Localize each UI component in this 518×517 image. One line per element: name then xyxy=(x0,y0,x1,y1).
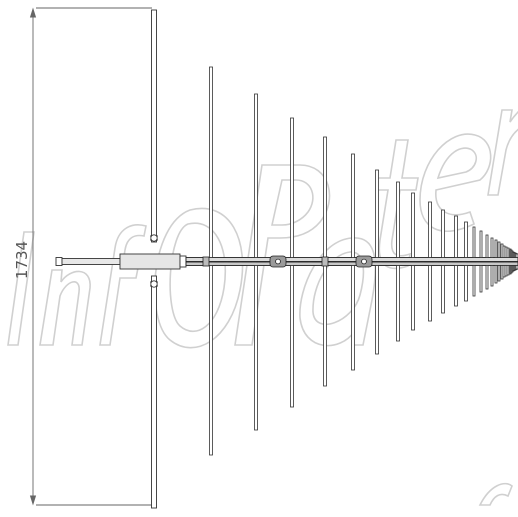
dipole-element-lower xyxy=(397,266,400,342)
dipole-element-upper xyxy=(429,202,432,258)
dipole-element-upper xyxy=(255,94,258,258)
dipole-element-lower xyxy=(429,266,432,322)
dipole-element-lower xyxy=(491,266,493,287)
dipole-element-upper xyxy=(376,170,379,258)
dipole-element-upper xyxy=(473,227,475,258)
dipole-element-upper xyxy=(486,235,488,258)
dipole-element-lower xyxy=(291,266,294,408)
dipole-element-lower xyxy=(210,266,213,456)
dipole-element-lower xyxy=(480,266,482,293)
dipole-element-lower xyxy=(486,266,488,290)
dimension-label: 1734 xyxy=(13,241,31,279)
dipole-element-upper xyxy=(210,67,213,258)
dipole-element-upper xyxy=(324,137,327,258)
dipole-element-upper xyxy=(465,222,468,258)
dipole-element-lower xyxy=(442,266,445,314)
dipole-element-upper xyxy=(291,118,294,258)
dipole-element-lower xyxy=(455,266,458,307)
dipole-element-upper xyxy=(412,193,415,258)
dipole-element-lower xyxy=(465,266,468,302)
dipole-element-upper xyxy=(480,231,482,258)
dipole-element-lower xyxy=(495,266,497,284)
dipole-element-lower xyxy=(412,266,415,331)
dipole-element-upper xyxy=(498,242,500,258)
dipole-element-lower xyxy=(498,266,500,282)
dipole-element-lower xyxy=(324,266,327,387)
dipole-element-lower xyxy=(473,266,475,297)
dipole-element-upper xyxy=(491,238,493,258)
dipole-element-lower xyxy=(376,266,379,355)
feed-connector xyxy=(56,235,186,287)
dipole-element-upper xyxy=(495,240,497,258)
dipole-element-upper xyxy=(442,210,445,258)
dipole-element-upper xyxy=(352,154,355,258)
dipole-element-lower xyxy=(255,266,258,431)
dipole-element-upper xyxy=(397,182,400,258)
dipole-element-lower xyxy=(352,266,355,371)
antenna-boom xyxy=(186,258,518,266)
dipole-element-upper xyxy=(455,216,458,258)
